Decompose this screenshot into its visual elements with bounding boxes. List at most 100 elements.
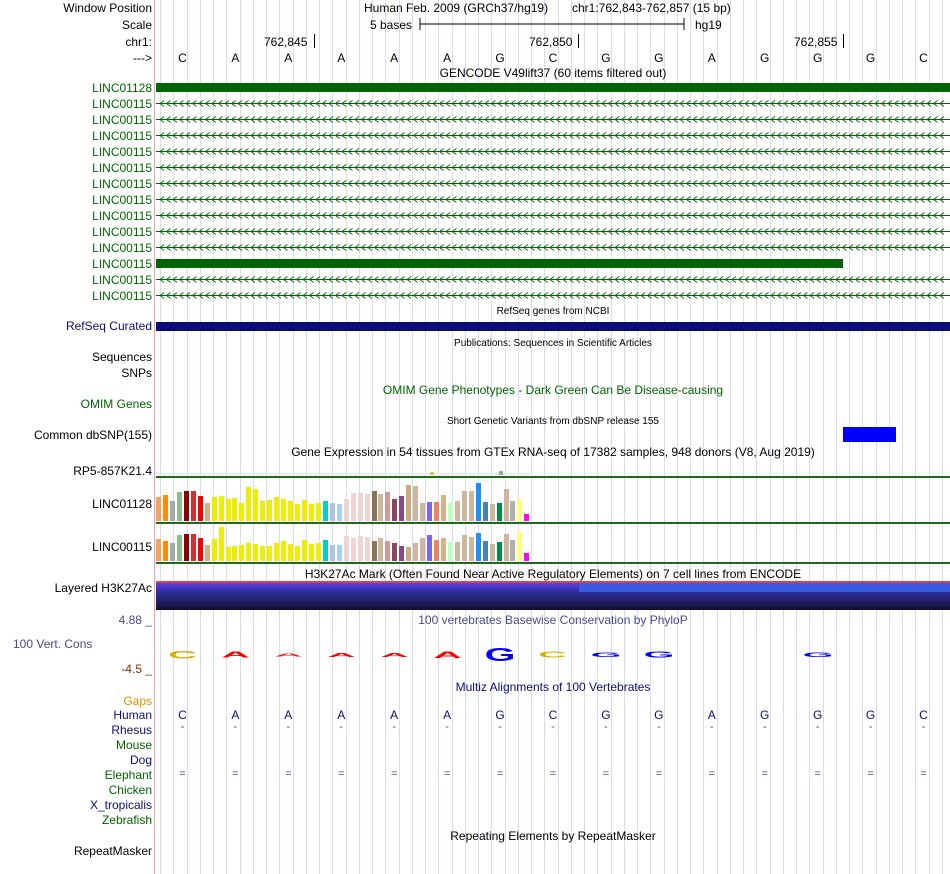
rhesus-base[interactable]: - bbox=[180, 721, 185, 733]
gtex-bar[interactable] bbox=[239, 545, 245, 561]
gtex-bar[interactable] bbox=[281, 499, 287, 521]
gtex-bar[interactable] bbox=[295, 546, 300, 561]
multiz-species-label[interactable]: X_tropicalis bbox=[89, 798, 152, 812]
rhesus-base[interactable]: - bbox=[656, 721, 661, 733]
human-base[interactable]: C bbox=[178, 708, 187, 722]
gencode-transcript-intron[interactable] bbox=[156, 211, 950, 220]
gtex-bar[interactable] bbox=[427, 535, 433, 561]
gtex-bar[interactable] bbox=[267, 500, 273, 521]
gencode-item-label[interactable]: LINC01128 bbox=[92, 81, 152, 95]
rhesus-base[interactable]: - bbox=[762, 721, 767, 733]
gtex-bar[interactable] bbox=[503, 534, 509, 561]
gtex-bar[interactable] bbox=[162, 495, 168, 521]
gtex-bar[interactable] bbox=[197, 538, 203, 561]
gtex-bar[interactable] bbox=[350, 538, 356, 561]
human-base[interactable]: G bbox=[654, 708, 664, 722]
gtex-bar[interactable] bbox=[482, 502, 488, 521]
human-base[interactable]: C bbox=[919, 708, 928, 722]
rhesus-base[interactable]: - bbox=[604, 721, 608, 733]
gtex-bar[interactable] bbox=[274, 497, 280, 521]
phylop-glyph[interactable]: C bbox=[529, 647, 577, 663]
gtex-bar[interactable] bbox=[239, 503, 245, 521]
gtex-bar[interactable] bbox=[253, 489, 259, 521]
gtex-bar[interactable] bbox=[385, 492, 391, 521]
gencode-item-label[interactable]: LINC00115 bbox=[92, 225, 152, 239]
elephant-base[interactable]: = bbox=[761, 768, 768, 780]
dbsnp-track-title[interactable]: Short Genetic Variants from dbSNP releas… bbox=[447, 416, 659, 427]
gtex-bar[interactable] bbox=[371, 541, 377, 561]
multiz-species-label[interactable]: Rhesus bbox=[111, 723, 152, 737]
multiz-species-label[interactable]: Dog bbox=[129, 753, 152, 767]
gtex-bar[interactable] bbox=[211, 539, 217, 561]
gtex-bar[interactable] bbox=[420, 503, 426, 521]
gencode-transcript-intron[interactable] bbox=[156, 291, 950, 300]
multiz-track-title[interactable]: Multiz Alignments of 100 Vertebrates bbox=[455, 680, 651, 694]
gtex-bar[interactable] bbox=[190, 534, 196, 561]
gtex-bar[interactable] bbox=[218, 496, 224, 521]
gtex-bar[interactable] bbox=[302, 500, 307, 521]
gtex-bar[interactable] bbox=[434, 502, 439, 521]
elephant-base[interactable]: = bbox=[602, 768, 610, 780]
rhesus-base[interactable]: - bbox=[921, 721, 926, 733]
gtex-bar[interactable] bbox=[267, 546, 273, 561]
gencode-transcript-intron[interactable] bbox=[156, 179, 950, 188]
human-base[interactable]: G bbox=[495, 708, 505, 722]
gtex-bar[interactable] bbox=[343, 536, 349, 561]
gtex-bar[interactable] bbox=[336, 504, 342, 521]
gtex-bar[interactable] bbox=[517, 532, 523, 561]
gencode-item-label[interactable]: LINC00115 bbox=[92, 209, 152, 223]
multiz-species-label[interactable]: Zebrafish bbox=[101, 813, 152, 827]
human-base[interactable]: G bbox=[812, 708, 823, 722]
elephant-base[interactable]: = bbox=[496, 768, 504, 780]
elephant-base[interactable]: = bbox=[655, 768, 663, 780]
elephant-base[interactable]: = bbox=[232, 768, 239, 780]
gencode-transcript-bar[interactable] bbox=[156, 259, 843, 268]
phylop-track-title[interactable]: 100 vertebrates Basewise Conservation by… bbox=[418, 613, 688, 627]
rhesus-base[interactable]: - bbox=[233, 721, 238, 733]
gtex-bar[interactable] bbox=[489, 544, 495, 561]
gtex-bar[interactable] bbox=[392, 543, 398, 561]
gtex-bar[interactable] bbox=[517, 499, 523, 521]
elephant-base[interactable]: = bbox=[549, 768, 557, 780]
gtex-bar[interactable] bbox=[225, 499, 231, 521]
gtex-bar[interactable] bbox=[176, 492, 182, 521]
gtex-bar[interactable] bbox=[440, 538, 446, 561]
phylop-glyph[interactable]: G bbox=[794, 647, 842, 663]
elephant-base[interactable]: = bbox=[443, 768, 451, 780]
gencode-transcript-intron[interactable] bbox=[156, 99, 950, 108]
gencode-transcript-intron[interactable] bbox=[156, 227, 950, 236]
human-base[interactable]: A bbox=[443, 708, 452, 722]
rhesus-base[interactable]: - bbox=[498, 721, 502, 733]
multiz-species-label[interactable]: Human bbox=[113, 708, 152, 722]
gencode-item-label[interactable]: LINC00115 bbox=[92, 145, 152, 159]
gtex-bar[interactable] bbox=[156, 497, 161, 521]
multiz-species-label[interactable]: Chicken bbox=[108, 783, 152, 797]
dbsnp-label[interactable]: Common dbSNP(155) bbox=[33, 428, 152, 442]
gtex-bar[interactable] bbox=[406, 485, 412, 521]
gtex-bar[interactable] bbox=[183, 534, 189, 561]
gtex-bar[interactable] bbox=[499, 471, 503, 475]
gtex-bar[interactable] bbox=[204, 503, 210, 521]
rhesus-base[interactable]: - bbox=[286, 721, 291, 733]
publications-track-title[interactable]: Publications: Sequences in Scientific Ar… bbox=[454, 338, 652, 349]
gtex-bar[interactable] bbox=[399, 546, 405, 561]
gencode-item-label[interactable]: LINC00115 bbox=[92, 113, 152, 127]
repeatmasker-track-title[interactable]: Repeating Elements by RepeatMasker bbox=[450, 829, 656, 843]
gtex-bar[interactable] bbox=[343, 499, 349, 521]
gencode-item-label[interactable]: LINC00115 bbox=[92, 289, 152, 303]
refseq-gene-bar[interactable] bbox=[156, 322, 950, 331]
gtex-bar[interactable] bbox=[322, 501, 328, 521]
phylop-glyph[interactable]: G bbox=[476, 647, 524, 663]
phylop-glyph[interactable]: G bbox=[582, 647, 630, 663]
gtex-bar[interactable] bbox=[510, 501, 516, 521]
phylop-glyph[interactable]: A bbox=[370, 647, 418, 663]
gtex-bar[interactable] bbox=[489, 504, 495, 521]
gtex-bar[interactable] bbox=[427, 502, 433, 521]
gtex-bar[interactable] bbox=[447, 542, 453, 561]
gtex-bar[interactable] bbox=[308, 544, 314, 561]
omim-track-title[interactable]: OMIM Gene Phenotypes - Dark Green Can Be… bbox=[382, 383, 724, 397]
multiz-species-label[interactable]: Elephant bbox=[104, 768, 152, 782]
gtex-bar[interactable] bbox=[357, 493, 363, 521]
gtex-bar[interactable] bbox=[169, 543, 175, 561]
